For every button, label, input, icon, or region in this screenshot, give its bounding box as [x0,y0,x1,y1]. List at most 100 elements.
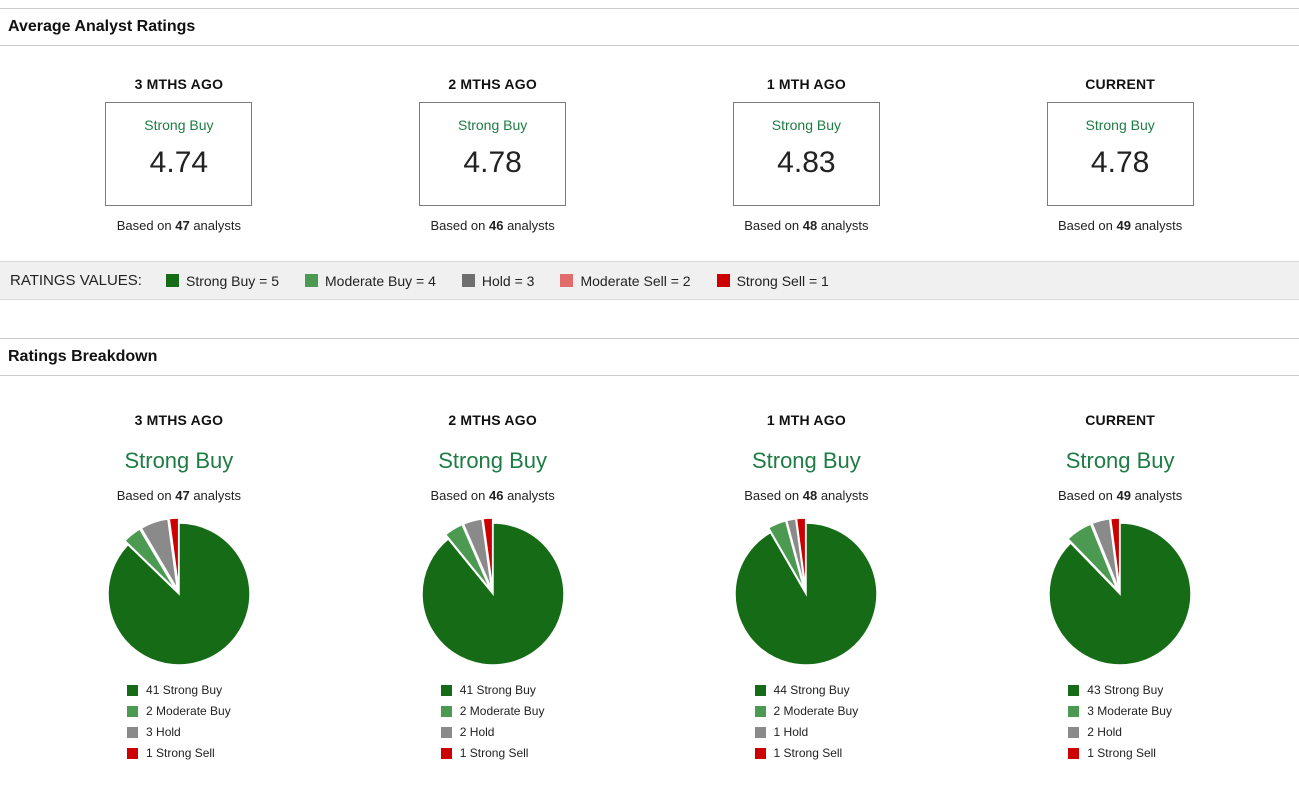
based-on-count: 47 [175,218,190,233]
legend-row-label: 3 Hold [146,725,181,739]
pie-legend: 44 Strong Buy 2 Moderate Buy 1 Hold 1 St… [754,683,859,767]
based-on-prefix: Based on [430,488,489,503]
legend-item-hold: Hold = 3 [461,273,534,289]
legend-item-strong-sell: Strong Sell = 1 [716,273,829,289]
average-rating-column-current: CURRENT Strong Buy 4.78 Based on 49 anal… [963,76,1277,233]
consensus-rating-label: Strong Buy [1065,448,1175,473]
legend-row-hold: 3 Hold [127,725,231,739]
legend-row-strong-sell: 1 Strong Sell [1068,746,1172,760]
pie-slice-strong-sell [795,517,807,590]
pie-legend: 41 Strong Buy 2 Moderate Buy 2 Hold 1 St… [440,683,545,767]
legend-row-hold: 1 Hold [754,725,859,739]
legend-row-strong-sell: 1 Strong Sell [754,746,859,760]
legend-row-label: 1 Strong Sell [459,746,529,760]
legend-item-strong-buy: Strong Buy = 5 [165,272,279,289]
average-ratings-columns: 3 MTHS AGO Strong Buy 4.74 Based on 47 a… [0,76,1299,233]
consensus-rating-label: Strong Buy [438,448,548,473]
rating-box: Strong Buy 4.78 [419,102,567,206]
pie-chart [336,515,650,673]
pie-chart [22,515,336,673]
legend-row-hold: 2 Hold [1068,725,1172,739]
based-on-text: Based on 49 analysts [963,488,1277,503]
section-header-ratings-breakdown: Ratings Breakdown [0,338,1299,376]
legend-row-label: 44 Strong Buy [773,683,850,697]
strong-buy-color-swatch [165,274,179,287]
legend-row-label: 2 Hold [1087,725,1122,739]
hold-color-swatch [754,726,766,738]
legend-row-label: 1 Strong Sell [146,746,215,760]
legend-row-label: 1 Strong Sell [773,746,843,760]
based-on-count: 48 [802,488,818,503]
pie-chart-svg [1048,517,1192,666]
moderate-buy-color-swatch [1068,705,1080,717]
legend-row-label: 41 Strong Buy [459,683,536,697]
pie-slice-strong-buy [420,522,565,666]
based-on-prefix: Based on [1057,218,1117,233]
moderate-buy-color-swatch [440,705,452,717]
analyst-ratings-page: Average Analyst Ratings 3 MTHS AGO Stron… [0,8,1299,787]
period-label: 2 MTHS AGO [448,412,537,428]
hold-color-swatch [440,726,452,738]
breakdown-column-current: CURRENT Strong Buy Based on 49 analysts … [963,412,1277,767]
pie-slice-strong-buy [734,522,879,666]
period-label: CURRENT [1085,412,1156,428]
rating-label: Strong Buy [144,117,214,133]
hold-color-swatch [461,274,475,287]
rating-label: Strong Buy [457,117,528,133]
pie-chart-svg [107,517,251,666]
based-on-count: 49 [1116,488,1131,503]
ratings-breakdown-columns: 3 MTHS AGO Strong Buy Based on 47 analys… [0,412,1299,787]
legend-row-moderate-buy: 2 Moderate Buy [127,704,231,718]
based-on-text: Based on 46 analysts [336,218,650,233]
rating-value: 4.78 [463,146,522,179]
based-on-suffix: analysts [503,218,555,233]
period-label: 3 MTHS AGO [134,412,224,428]
period-label: 2 MTHS AGO [448,76,537,92]
legend-row-label: 3 Moderate Buy [1087,704,1172,718]
based-on-prefix: Based on [1057,488,1117,503]
legend-row-label: 43 Strong Buy [1087,683,1164,697]
breakdown-column-1mth: 1 MTH AGO Strong Buy Based on 48 analyst… [650,412,964,767]
moderate-sell-color-swatch [560,274,574,287]
based-on-prefix: Based on [116,488,176,503]
legend-row-strong-buy: 41 Strong Buy [127,683,231,697]
period-label: CURRENT [1085,76,1156,92]
based-on-text: Based on 47 analysts [22,488,336,503]
rating-value: 4.83 [777,146,836,179]
based-on-suffix: analysts [503,488,555,503]
legend-row-strong-buy: 43 Strong Buy [1068,683,1172,697]
based-on-count: 48 [802,218,818,233]
hold-color-swatch [1068,726,1080,738]
strong-sell-color-swatch [754,747,766,759]
legend-item-moderate-buy: Moderate Buy = 4 [305,273,436,289]
based-on-count: 46 [489,488,504,503]
legend-item-label: Strong Buy = 5 [185,272,279,289]
rating-label: Strong Buy [1085,117,1155,133]
pie-slice-moderate-buy [1066,523,1119,591]
rating-value: 4.74 [149,146,209,179]
legend-row-label: 1 Hold [773,725,809,739]
legend-row-moderate-buy: 2 Moderate Buy [440,704,544,718]
pie-slice-strong-sell [1109,517,1121,590]
based-on-prefix: Based on [116,218,176,233]
legend-row-label: 41 Strong Buy [146,683,223,697]
based-on-suffix: analysts [817,218,869,233]
period-label: 1 MTH AGO [766,412,846,428]
pie-legend: 41 Strong Buy 2 Moderate Buy 3 Hold 1 St… [127,683,231,767]
legend-row-strong-buy: 41 Strong Buy [440,683,545,697]
based-on-prefix: Based on [744,488,803,503]
average-rating-column-1mth: 1 MTH AGO Strong Buy 4.83 Based on 48 an… [650,76,964,233]
legend-row-label: 2 Moderate Buy [773,704,859,718]
rating-box: Strong Buy 4.74 [105,102,253,206]
pie-chart-svg [420,517,565,666]
pie-slice-strong-buy [107,522,251,666]
based-on-text: Based on 47 analysts [22,218,336,233]
legend-row-label: 1 Strong Sell [1087,746,1156,760]
pie-chart [963,515,1277,673]
legend-item-moderate-sell: Moderate Sell = 2 [560,273,691,289]
legend-row-strong-sell: 1 Strong Sell [127,746,231,760]
average-rating-column-3mths: 3 MTHS AGO Strong Buy 4.74 Based on 47 a… [22,76,336,233]
pie-chart-svg [734,517,879,666]
based-on-suffix: analysts [817,488,869,503]
pie-slice-moderate-buy [123,527,177,591]
